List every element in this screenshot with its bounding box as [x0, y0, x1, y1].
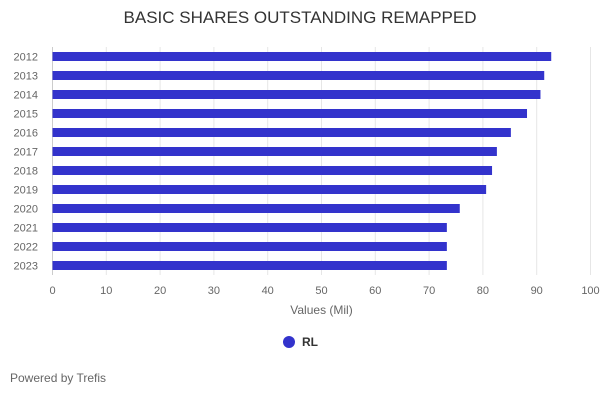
bar-2017: [52, 147, 497, 156]
x-tick-label: 0: [49, 285, 55, 297]
x-tick-label: 90: [531, 285, 543, 297]
bar-2016: [52, 128, 511, 137]
y-tick-label: 2013: [14, 71, 38, 83]
x-tick-label: 100: [581, 285, 599, 297]
y-tick-label: 2017: [14, 147, 38, 159]
bar-2022: [52, 242, 447, 251]
y-tick-label: 2015: [14, 109, 38, 121]
y-tick-label: 2021: [14, 223, 38, 235]
y-tick-label: 2023: [14, 261, 38, 273]
bar-2021: [52, 223, 447, 232]
chart-title: BASIC SHARES OUTSTANDING REMAPPED: [123, 8, 477, 27]
y-tick-label: 2020: [14, 204, 38, 216]
x-tick-label: 20: [154, 285, 166, 297]
bar-2019: [52, 185, 487, 194]
x-tick-label: 40: [262, 285, 274, 297]
x-tick-label: 70: [423, 285, 435, 297]
legend-marker-rl: [283, 336, 295, 348]
y-tick-label: 2022: [14, 242, 38, 254]
y-tick-label: 2012: [14, 52, 38, 64]
bar-2014: [52, 90, 541, 99]
bar-2023: [52, 261, 447, 270]
x-tick-label: 10: [100, 285, 112, 297]
y-tick-label: 2019: [14, 185, 38, 197]
bar-2012: [52, 52, 552, 61]
x-tick-label: 50: [315, 285, 327, 297]
bar-chart: 0 10 20 30 40 50 60 70 80 90 100 2012 2013 2014 2015 20…: [14, 47, 600, 317]
y-tick-label: 2014: [14, 90, 38, 102]
powered-by-credit: Powered by Trefis: [10, 371, 107, 385]
legend-label-rl: RL: [302, 335, 318, 349]
x-tick-label: 60: [369, 285, 381, 297]
bar-2015: [52, 109, 528, 118]
y-tick-label: 2016: [14, 128, 38, 140]
x-tick-label: 30: [208, 285, 220, 297]
legend[interactable]: RL: [283, 335, 318, 349]
x-axis-label: Values (Mil): [290, 303, 352, 317]
bar-2020: [52, 204, 460, 213]
y-tick-label: 2018: [14, 166, 38, 178]
x-tick-label: 80: [477, 285, 489, 297]
bar-2018: [52, 166, 493, 175]
bar-2013: [52, 71, 545, 80]
